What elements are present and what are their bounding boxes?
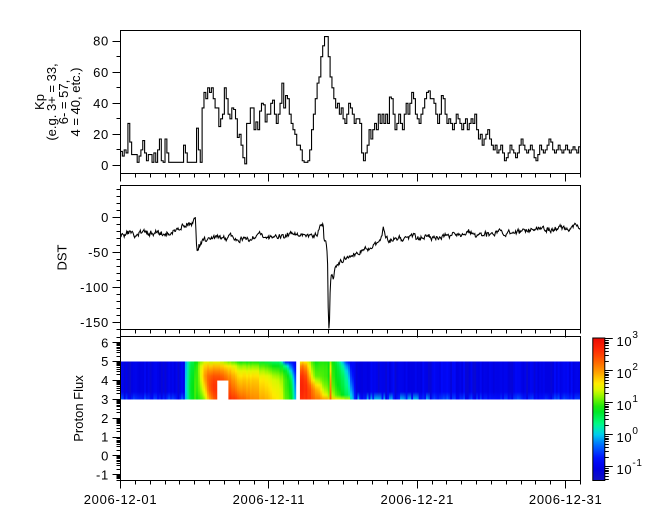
svg-text:4: 4 — [101, 373, 109, 388]
svg-text:Proton Flux: Proton Flux — [71, 375, 86, 442]
svg-text:DST: DST — [55, 244, 70, 270]
svg-text:-150: -150 — [80, 315, 109, 330]
svg-text:80: 80 — [93, 34, 109, 49]
svg-text:0: 0 — [101, 210, 109, 225]
svg-text:2: 2 — [101, 411, 109, 426]
svg-text:0: 0 — [101, 448, 109, 463]
svg-text:60: 60 — [93, 65, 109, 80]
svg-text:6- = 57,: 6- = 57, — [56, 80, 71, 124]
svg-text:1: 1 — [101, 430, 109, 445]
svg-text:40: 40 — [93, 96, 109, 111]
svg-text:(e.g. 3+ = 33,: (e.g. 3+ = 33, — [44, 63, 59, 140]
svg-text:-50: -50 — [88, 245, 109, 260]
svg-text:20: 20 — [93, 127, 109, 142]
svg-text:2006-12-31: 2006-12-31 — [529, 492, 603, 507]
svg-text:4 = 40, etc.): 4 = 40, etc.) — [68, 67, 83, 136]
svg-text:0: 0 — [101, 158, 109, 173]
svg-text:3: 3 — [101, 392, 109, 407]
svg-text:Kp: Kp — [32, 94, 47, 110]
svg-text:6: 6 — [101, 335, 109, 350]
svg-text:-100: -100 — [80, 280, 109, 295]
svg-text:2006-12-11: 2006-12-11 — [233, 492, 306, 507]
svg-text:2006-12-01: 2006-12-01 — [84, 492, 158, 507]
svg-text:2006-12-21: 2006-12-21 — [381, 492, 455, 507]
svg-text:-1: -1 — [96, 467, 109, 482]
svg-text:5: 5 — [101, 354, 109, 369]
